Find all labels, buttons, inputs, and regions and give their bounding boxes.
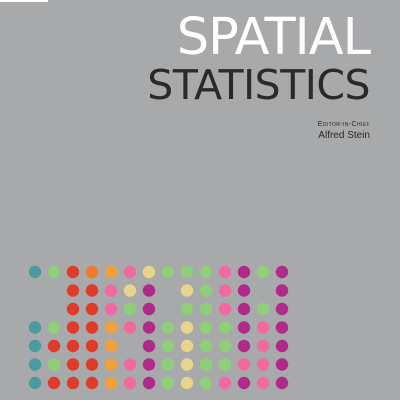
pattern-dot xyxy=(161,339,175,353)
pattern-dot xyxy=(142,321,156,334)
top-accent-bar xyxy=(0,0,48,2)
pattern-dot xyxy=(66,302,80,316)
pattern-dot xyxy=(85,284,99,297)
pattern-dot xyxy=(66,265,80,279)
pattern-dot xyxy=(237,339,251,353)
pattern-dot xyxy=(180,265,194,279)
pattern-dot xyxy=(66,358,80,371)
pattern-dot xyxy=(256,358,270,371)
pattern-dot xyxy=(142,376,156,390)
pattern-dot xyxy=(161,265,175,279)
pattern-dot xyxy=(256,376,270,390)
pattern-dot xyxy=(275,302,289,316)
pattern-dot xyxy=(199,302,213,316)
pattern-dot xyxy=(275,321,289,334)
pattern-dot xyxy=(47,358,61,371)
pattern-dot xyxy=(123,284,137,297)
pattern-dot xyxy=(256,265,270,279)
pattern-dot xyxy=(237,265,251,279)
pattern-dot xyxy=(218,321,232,334)
pattern-dot xyxy=(142,358,156,371)
pattern-dot xyxy=(104,321,118,334)
pattern-dot xyxy=(180,321,194,334)
pattern-dot xyxy=(85,358,99,371)
pattern-dot xyxy=(161,376,175,390)
pattern-dot xyxy=(237,358,251,371)
pattern-dot xyxy=(199,321,213,334)
pattern-dot xyxy=(142,302,156,316)
journal-title: SPATIAL STATISTICS xyxy=(147,8,371,109)
pattern-dot xyxy=(256,321,270,334)
pattern-dot xyxy=(28,265,42,279)
pattern-dot xyxy=(180,358,194,371)
pattern-dot xyxy=(218,339,232,353)
pattern-dot xyxy=(199,265,213,279)
pattern-dot xyxy=(218,376,232,390)
pattern-dot xyxy=(180,376,194,390)
pattern-dot xyxy=(28,358,42,371)
pattern-dot xyxy=(161,358,175,371)
pattern-dot xyxy=(275,376,289,390)
pattern-dot xyxy=(47,376,61,390)
pattern-dot xyxy=(66,376,80,390)
pattern-dot xyxy=(199,339,213,353)
pattern-dot xyxy=(142,265,156,279)
pattern-dot xyxy=(180,284,194,297)
pattern-dot xyxy=(66,339,80,353)
pattern-dot xyxy=(218,358,232,371)
pattern-dot xyxy=(85,302,99,316)
pattern-dot xyxy=(85,265,99,279)
pattern-dot xyxy=(104,265,118,279)
pattern-dot xyxy=(161,321,175,334)
pattern-dot xyxy=(275,284,289,297)
pattern-dot xyxy=(123,358,137,371)
pattern-dot xyxy=(218,284,232,297)
title-line-statistics: STATISTICS xyxy=(147,61,370,109)
pattern-dot xyxy=(66,284,80,297)
pattern-dot xyxy=(85,321,99,334)
editor-name: Alfred Stein xyxy=(318,130,370,141)
pattern-dot xyxy=(237,376,251,390)
pattern-dot xyxy=(199,358,213,371)
pattern-dot xyxy=(104,284,118,297)
pattern-dot xyxy=(256,302,270,316)
editor-block: Editor-in-Chief Alfred Stein xyxy=(318,121,370,141)
pattern-dot xyxy=(47,339,61,353)
pattern-dot xyxy=(123,265,137,279)
pattern-dot xyxy=(142,339,156,353)
pattern-dot xyxy=(28,339,42,353)
pattern-dot xyxy=(104,358,118,371)
pattern-dot xyxy=(180,302,194,316)
pattern-dot xyxy=(256,339,270,353)
pattern-dot xyxy=(142,284,156,297)
pattern-dot xyxy=(275,358,289,371)
pattern-dot xyxy=(237,284,251,297)
pattern-dot xyxy=(218,265,232,279)
pattern-dot xyxy=(199,376,213,390)
pattern-dot xyxy=(47,265,61,279)
pattern-dot xyxy=(237,302,251,316)
pattern-dot xyxy=(123,302,137,316)
title-line-spatial: SPATIAL xyxy=(176,8,371,67)
pattern-dot xyxy=(85,339,99,353)
pattern-dot xyxy=(104,339,118,353)
pattern-dot xyxy=(218,302,232,316)
pattern-dot xyxy=(275,265,289,279)
pattern-dot xyxy=(104,376,118,390)
pattern-dot xyxy=(180,339,194,353)
pattern-dot xyxy=(104,302,118,316)
pattern-dot xyxy=(47,321,61,334)
pattern-dot xyxy=(275,339,289,353)
pattern-dot xyxy=(123,376,137,390)
pattern-dot xyxy=(123,321,137,334)
pattern-dot xyxy=(237,321,251,334)
pattern-dot xyxy=(66,321,80,334)
pattern-dot xyxy=(28,321,42,334)
pattern-dot xyxy=(28,376,42,390)
editor-role-label: Editor-in-Chief xyxy=(317,121,370,128)
pattern-dot xyxy=(85,376,99,390)
pattern-dot xyxy=(199,284,213,297)
